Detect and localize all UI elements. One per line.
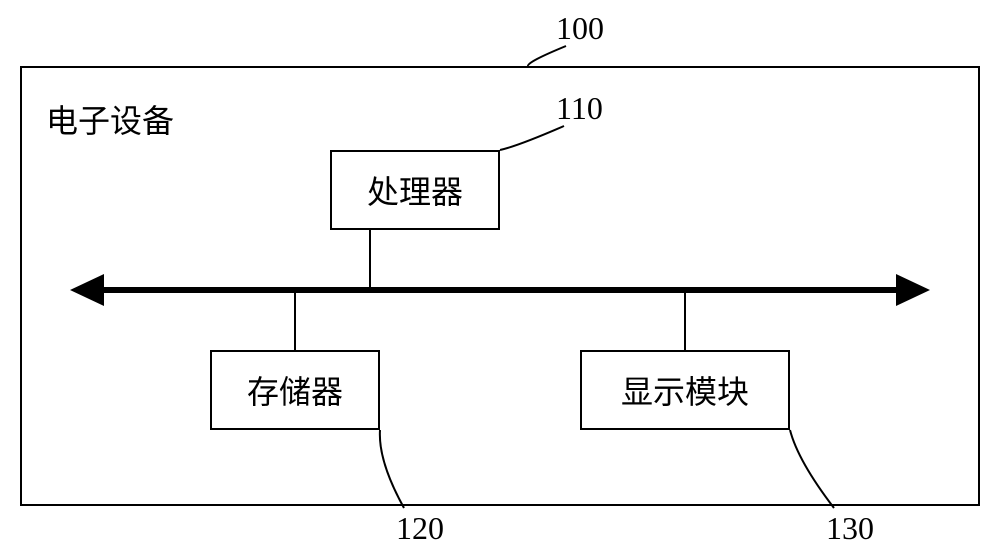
device-container-ref: 100 [556,10,604,47]
processor-box: 处理器 [330,150,500,230]
device-container-title: 电子设备 [46,96,174,142]
display-module-box: 显示模块 [580,350,790,430]
memory-box: 存储器 [210,350,380,430]
memory-label: 存储器 [247,367,343,413]
processor-ref: 110 [556,90,603,127]
display-module-label: 显示模块 [621,367,749,413]
memory-ref: 120 [396,510,444,547]
diagram-canvas: 电子设备 100 处理器 110 存储器 120 显示模块 130 [0,0,1000,558]
processor-label: 处理器 [367,167,463,213]
display-module-ref: 130 [826,510,874,547]
